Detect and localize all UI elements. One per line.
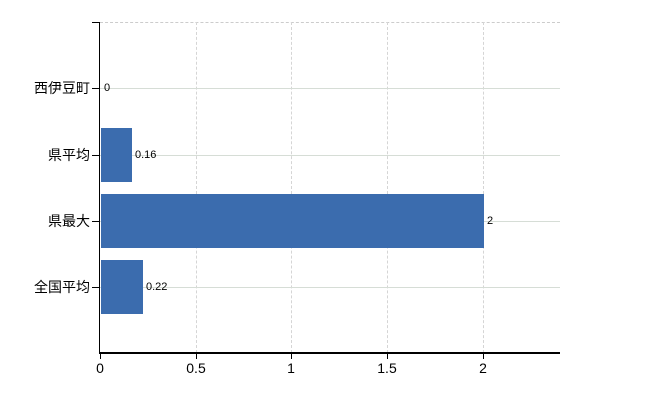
x-tick-label-0: 0 [96,360,104,376]
x-axis-tick [291,353,292,359]
plot-top-dashed-border [100,22,560,23]
h-gridline [100,287,560,288]
x-axis-tick [483,353,484,359]
category-label-1: 西伊豆町 [34,80,90,96]
plot-area: 0 0.16 2 0.22 [99,22,560,354]
y-axis-tick [92,287,99,288]
v-gridline [387,22,388,353]
h-gridline [100,155,560,156]
v-gridline [291,22,292,353]
x-tick-label-2: 2 [479,360,487,376]
category-label-3: 県最大 [48,213,90,229]
y-axis-tick [92,88,99,89]
v-gridline [483,22,484,353]
bar-value-label: 2 [487,215,494,227]
x-tick-label-1: 1 [287,360,295,376]
category-label-4: 全国平均 [34,279,90,295]
x-axis-line [99,352,560,354]
bar-value-label: 0 [104,82,111,94]
x-axis-tick [387,353,388,359]
y-axis-tick [92,155,99,156]
category-label-2: 県平均 [48,147,90,163]
y-axis-tick [92,221,99,222]
x-axis-tick [100,353,101,359]
bar-県平均 [101,128,132,182]
x-tick-label-1.5: 1.5 [377,360,397,376]
y-axis-line [99,22,100,353]
x-tick-label-0.5: 0.5 [186,360,206,376]
y-axis-tick [92,22,99,23]
bar-value-label: 0.16 [135,149,157,161]
h-gridline [100,88,560,89]
bar-県最大 [101,194,484,248]
v-gridline [196,22,197,353]
bar-全国平均 [101,260,143,314]
x-axis-tick [196,353,197,359]
bar-value-label: 0.22 [146,281,168,293]
